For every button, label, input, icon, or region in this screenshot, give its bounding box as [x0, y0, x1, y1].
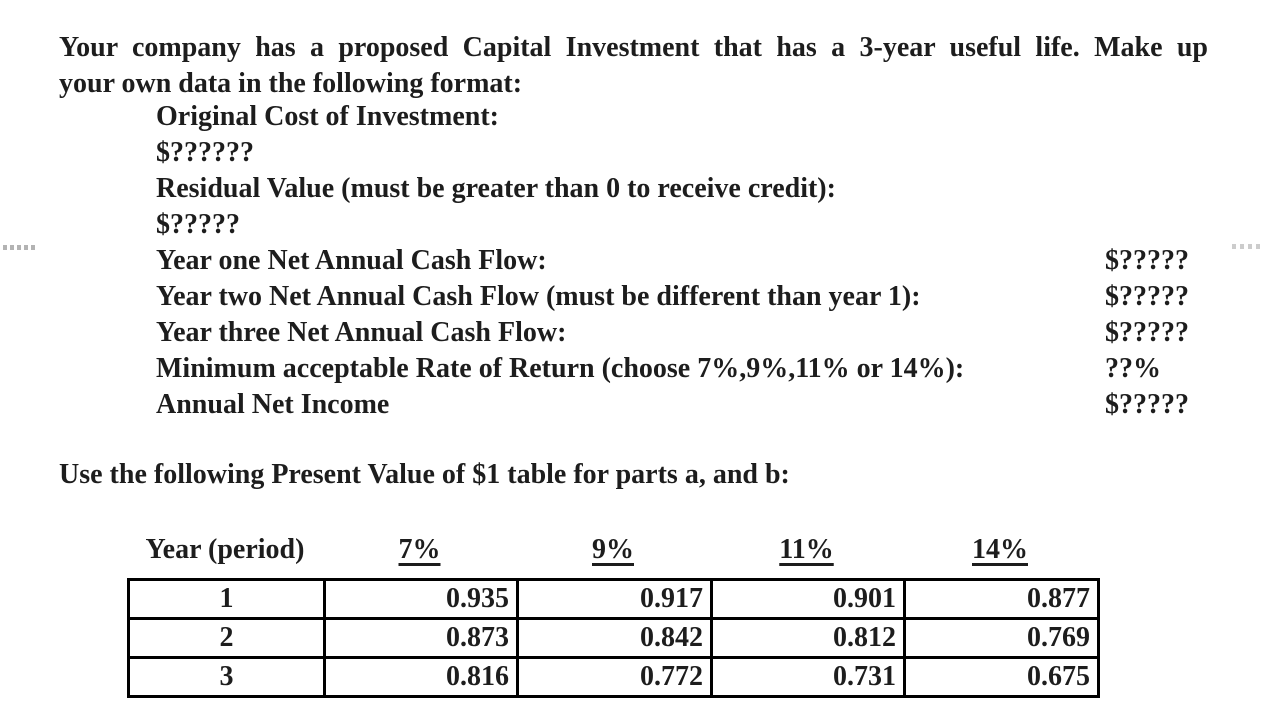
item-value: $?????	[1105, 317, 1189, 348]
pv-table-header-row: Year (period) 7% 9% 11% 14%	[127, 532, 1097, 568]
item-label: Year three Net Annual Cash Flow:	[156, 317, 567, 348]
data-format-list: Original Cost of Investment: $?????? Res…	[59, 99, 1208, 423]
pv-header-7pct: 7%	[398, 534, 441, 565]
item-label: Year one Net Annual Cash Flow:	[156, 245, 547, 276]
item-value: $??????	[156, 137, 254, 168]
dashed-marker-left-icon	[3, 245, 38, 250]
item-label: Minimum acceptable Rate of Return (choos…	[156, 353, 965, 384]
item-row: Year three Net Annual Cash Flow: $?????	[156, 315, 1208, 351]
pv-cell: 0.917	[516, 578, 713, 620]
item-label: Residual Value (must be greater than 0 t…	[156, 173, 836, 204]
pv-cell: 0.901	[710, 578, 906, 620]
item-label: Year two Net Annual Cash Flow (must be d…	[156, 281, 921, 312]
pv-header-year: Year (period)	[145, 534, 305, 565]
present-value-table: 1 0.935 0.917 0.901 0.877 2 0.873 0.842 …	[127, 578, 1100, 698]
table-caption: Use the following Present Value of $1 ta…	[59, 459, 790, 490]
pv-cell-year: 3	[127, 656, 326, 698]
table-row: 3 0.816 0.772 0.731 0.675	[127, 656, 1100, 698]
pv-header-14pct: 14%	[972, 534, 1028, 565]
pv-cell: 0.935	[323, 578, 519, 620]
item-value: $?????	[1105, 281, 1189, 312]
item-row: Annual Net Income $?????	[156, 387, 1208, 423]
item-value: ??%	[1105, 353, 1161, 384]
assignment-document: Your company has a proposed Capital Inve…	[59, 30, 1208, 698]
pv-cell: 0.772	[516, 656, 713, 698]
pv-cell: 0.769	[903, 617, 1100, 659]
pv-cell: 0.675	[903, 656, 1100, 698]
item-value: $?????	[1105, 389, 1189, 420]
item-label: Annual Net Income	[156, 389, 390, 420]
pv-cell: 0.816	[323, 656, 519, 698]
item-row: Year two Net Annual Cash Flow (must be d…	[156, 279, 1208, 315]
pv-header-11pct: 11%	[779, 534, 834, 565]
intro-paragraph-line1: Your company has a proposed Capital Inve…	[59, 32, 1208, 63]
table-row: 2 0.873 0.842 0.812 0.769	[127, 617, 1100, 659]
pv-cell: 0.812	[710, 617, 906, 659]
item-label: Original Cost of Investment:	[156, 101, 499, 132]
dashed-marker-right-icon	[1232, 244, 1264, 249]
pv-cell-year: 2	[127, 617, 326, 659]
item-value: $?????	[1105, 245, 1189, 276]
item-value: $?????	[156, 209, 240, 240]
pv-cell: 0.877	[903, 578, 1100, 620]
pv-cell: 0.842	[516, 617, 713, 659]
item-row: Minimum acceptable Rate of Return (choos…	[156, 351, 1208, 387]
pv-cell-year: 1	[127, 578, 326, 620]
pv-cell: 0.873	[323, 617, 519, 659]
table-row: 1 0.935 0.917 0.901 0.877	[127, 578, 1100, 620]
intro-paragraph-line2: your own data in the following format:	[59, 68, 523, 99]
pv-cell: 0.731	[710, 656, 906, 698]
item-row: Year one Net Annual Cash Flow: $?????	[156, 243, 1208, 279]
pv-header-9pct: 9%	[592, 534, 634, 565]
